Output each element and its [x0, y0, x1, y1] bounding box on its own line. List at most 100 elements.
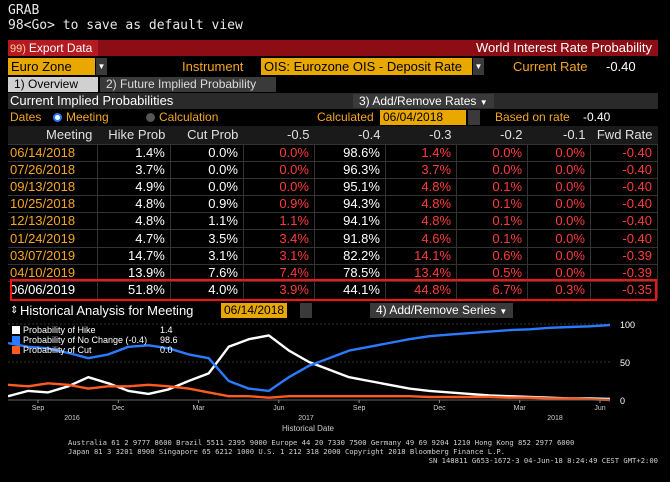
legend-label: Probability of Cut [23, 345, 92, 355]
meeting-date-cell: 04/10/2019 [8, 263, 98, 282]
meeting-label: Meeting [66, 110, 109, 124]
legend-value: 1.4 [160, 325, 173, 335]
column-header[interactable]: Cut Prob [170, 126, 244, 144]
table-cell: 0.0% [243, 177, 315, 196]
section-title: Current Implied Probabilities [10, 93, 174, 108]
column-header[interactable]: -0.4 [314, 126, 386, 144]
table-cell: 4.8% [385, 195, 458, 213]
table-cell: 6.7% [456, 280, 529, 299]
current-rate-label: Current Rate [513, 59, 588, 74]
meeting-date-cell: 01/24/2019 [8, 229, 98, 248]
meeting-radio[interactable] [53, 113, 62, 122]
table-cell: 3.7% [97, 160, 171, 179]
series-line [8, 382, 611, 402]
table-row[interactable]: 07/26/2018 3.7% 0.0% 0.0% 96.3% 3.7% 0.0% 0.0% -… [8, 160, 659, 179]
meeting-date-cell: 10/25/2018 [8, 195, 98, 213]
legend-swatch [12, 326, 20, 334]
column-header[interactable]: Meeting [8, 126, 98, 144]
calendar-icon[interactable] [300, 303, 312, 318]
legend-label: Probability of No Change (-0.4) [23, 335, 148, 345]
table-cell: 0.0% [243, 143, 315, 162]
tab-future-implied-probability[interactable]: 2) Future Implied Probability [100, 77, 276, 92]
table-row[interactable]: 06/06/2019 51.8% 4.0% 3.9% 44.1% 44.8% 6.7% 0.3… [8, 280, 659, 299]
x-axis-label: Historical Date [282, 424, 335, 433]
footer-copyright: Japan 81 3 3201 8900 Singapore 65 6212 1… [68, 447, 506, 456]
legend-value: 98.6 [160, 335, 178, 345]
table-row[interactable]: 10/25/2018 4.8% 0.9% 0.9% 94.3% 4.8% 0.1% 0.0% -… [8, 195, 659, 213]
x-tick-label: Dec [433, 405, 446, 412]
table-cell: 0.0% [527, 160, 591, 179]
table-row[interactable]: 03/07/2019 14.7% 3.1% 3.1% 82.2% 14.1% 0.6% 0.0… [8, 246, 659, 265]
table-cell: 0.9% [243, 195, 315, 213]
table-cell: 0.1% [456, 212, 529, 230]
table-row[interactable]: 04/10/2019 13.9% 7.6% 7.4% 78.5% 13.4% 0.5% 0.0… [8, 263, 659, 282]
y-tick-label: 0 [620, 396, 625, 406]
table-cell: 3.7% [385, 160, 458, 179]
chevron-up-down-icon[interactable]: ⇕ [10, 305, 19, 316]
column-header[interactable]: Hike Prob [97, 126, 171, 144]
table-row[interactable]: 09/13/2018 4.9% 0.0% 0.0% 95.1% 4.8% 0.1% 0.0% -… [8, 177, 659, 196]
table-cell: 98.6% [314, 143, 386, 162]
table-cell: 7.4% [243, 263, 315, 282]
add-remove-rates-button[interactable]: 3) Add/Remove Rates ▼ [353, 94, 494, 108]
column-header[interactable]: -0.1 [527, 126, 591, 144]
region-select[interactable]: Euro Zone [8, 58, 95, 75]
calculated-date-field[interactable]: 06/04/2018 [380, 110, 466, 125]
instrument-select[interactable]: OIS: Eurozone OIS - Deposit Rate [261, 58, 472, 75]
table-cell: 44.1% [314, 280, 386, 299]
dates-label: Dates [10, 110, 42, 124]
table-cell: -0.40 [590, 212, 659, 230]
table-cell: 7.6% [170, 263, 244, 282]
add-rates-label: Add/Remove Rates [372, 94, 477, 108]
x-year-label: 2016 [64, 415, 80, 422]
chart-legend: Probability of Hike 1.4 Probability of No… [12, 325, 178, 355]
table-cell: 78.5% [314, 263, 386, 282]
command-hint: 98<Go> to save as default view [8, 18, 243, 33]
x-tick-label: Dec [112, 405, 125, 412]
add-remove-series-button[interactable]: 4) Add/Remove Series ▼ [370, 303, 514, 318]
table-cell: 0.3% [527, 280, 591, 299]
table-cell: 51.8% [97, 280, 171, 299]
options-row: Dates Meeting Calculation Calculated 06/… [8, 110, 658, 125]
meeting-date-cell: 06/14/2018 [8, 143, 98, 162]
command-line[interactable]: GRAB [8, 3, 40, 18]
based-on-rate-label: Based on rate [495, 110, 570, 124]
table-cell: 0.9% [170, 195, 244, 213]
legend-swatch [12, 336, 20, 344]
meeting-date-cell: 07/26/2018 [8, 160, 98, 179]
table-cell: 94.1% [314, 212, 386, 230]
table-row[interactable]: 01/24/2019 4.7% 3.5% 3.4% 91.8% 4.6% 0.1% 0.0% -… [8, 229, 659, 248]
legend-swatch [12, 346, 20, 354]
table-cell: 0.0% [527, 246, 591, 265]
meeting-date-cell: 12/13/2018 [8, 212, 98, 230]
table-cell: 0.0% [527, 143, 591, 162]
calendar-icon[interactable] [468, 110, 480, 125]
calculation-label: Calculation [159, 110, 219, 124]
table-body: 06/14/2018 1.4% 0.0% 0.0% 98.6% 1.4% 0.0% 0.0% -… [8, 143, 659, 299]
region-dropdown-icon[interactable]: ▼ [96, 58, 107, 75]
table-cell: -0.40 [590, 195, 659, 213]
table-cell: 0.6% [456, 246, 529, 265]
table-cell: 0.0% [170, 160, 244, 179]
table-cell: 14.1% [385, 246, 458, 265]
column-header[interactable]: -0.3 [385, 126, 457, 144]
calculation-radio[interactable] [146, 113, 155, 122]
table-cell: 0.0% [527, 212, 591, 230]
history-meeting-field[interactable]: 06/14/2018 [221, 303, 288, 318]
legend-item-hike: Probability of Hike 1.4 [12, 325, 173, 335]
column-header[interactable]: Fwd Rate [590, 126, 658, 144]
table-cell: 82.2% [314, 246, 386, 265]
app-title: World Interest Rate Probability [475, 40, 652, 55]
based-on-rate-value: -0.40 [583, 110, 611, 124]
table-row[interactable]: 12/13/2018 4.8% 1.1% 1.1% 94.1% 4.8% 0.1% 0.0% -… [8, 212, 659, 230]
column-header[interactable]: -0.2 [456, 126, 528, 144]
table-cell: -0.39 [590, 246, 659, 265]
instrument-dropdown-icon[interactable]: ▼ [473, 58, 484, 75]
x-tick-label: Jun [273, 405, 284, 412]
table-cell: 0.0% [527, 229, 591, 248]
tab-overview[interactable]: 1) Overview [8, 77, 98, 92]
column-header[interactable]: -0.5 [243, 126, 315, 144]
export-data-button[interactable]: 99) Export Data [8, 40, 99, 56]
table-row[interactable]: 06/14/2018 1.4% 0.0% 0.0% 98.6% 1.4% 0.0% 0.0% -… [8, 143, 659, 162]
legend-item-cut: Probability of Cut 0.0 [12, 345, 173, 355]
